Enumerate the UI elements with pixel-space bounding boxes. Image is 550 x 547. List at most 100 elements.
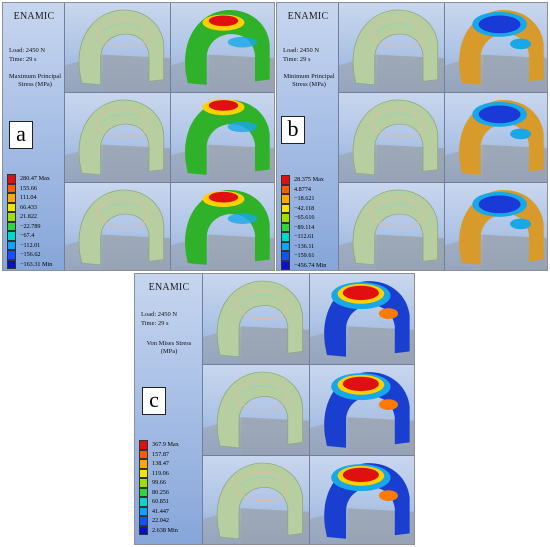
legend-value: 280.47 Max <box>20 175 50 182</box>
legend-value: −456.74 Min <box>294 261 327 269</box>
legend-value: −89.114 <box>294 223 315 231</box>
crown-model-view <box>338 182 445 270</box>
legend-value: −67.4 <box>20 232 35 239</box>
model-views-grid <box>338 3 547 270</box>
legend-swatch <box>7 259 16 269</box>
legend-value: −42.118 <box>294 204 315 212</box>
crown-model-view <box>64 182 171 270</box>
legend-value: 111.04 <box>20 194 37 201</box>
panel-letter-b: b <box>281 116 305 144</box>
legend-swatch <box>7 174 16 184</box>
legend-swatch <box>281 260 290 270</box>
crown-model-view <box>338 92 445 183</box>
legend-swatch <box>7 240 16 250</box>
panel-info: ENAMIC Load: 2450 N Time: 29 s Von Mises… <box>135 274 203 544</box>
model-views-grid <box>64 3 274 270</box>
legend-value: −112.61 <box>294 233 315 240</box>
legend-swatch <box>281 222 290 232</box>
panel-title: ENAMIC <box>13 11 55 22</box>
time-text: Time: 29 s <box>9 56 37 63</box>
legend-swatch <box>139 449 148 459</box>
legend-swatch <box>139 487 148 497</box>
legend-swatch <box>7 221 16 231</box>
legend-swatch <box>139 506 148 516</box>
legend-swatch <box>139 497 148 507</box>
legend-swatch <box>7 183 16 193</box>
stress-contour-view <box>309 274 414 365</box>
legend-swatch <box>281 251 290 261</box>
load-text: Load: 2450 N <box>283 47 320 54</box>
legend-swatch <box>7 193 16 203</box>
panel-letter-a: a <box>9 121 33 149</box>
legend-value: 2.638 Min <box>152 526 178 534</box>
time-text: Time: 29 s <box>141 320 169 327</box>
legend-swatch <box>7 212 16 222</box>
legend-value: 119.06 <box>152 469 169 477</box>
model-views-grid <box>202 274 414 544</box>
legend-swatch <box>7 250 16 260</box>
legend-value: 99.66 <box>152 479 166 486</box>
panel-title: ENAMIC <box>148 282 190 293</box>
stress-contour-view <box>309 364 414 456</box>
legend-value: −65.616 <box>294 214 315 221</box>
legend-swatch <box>281 241 290 251</box>
legend-swatch <box>139 516 148 526</box>
legend-value: 22.042 <box>152 517 170 524</box>
stress-type-label: Minimum Principal Stress (MPa) <box>283 73 335 88</box>
stress-contour-view <box>170 3 274 93</box>
crown-model-view <box>202 455 310 544</box>
legend-swatch <box>139 440 148 450</box>
legend-value: −18.621 <box>294 195 315 202</box>
load-text: Load: 2450 N <box>141 311 178 318</box>
stress-contour-view <box>444 182 547 270</box>
panel-letter-c: c <box>142 387 166 415</box>
crown-model-view <box>64 3 171 93</box>
legend-swatch <box>7 202 16 212</box>
stress-contour-view <box>309 455 414 544</box>
legend-value: 28.375 Max <box>294 176 324 183</box>
legend-value: −136.11 <box>294 242 315 250</box>
legend-value: −156.62 <box>20 251 41 258</box>
legend-swatch <box>281 203 290 213</box>
legend-swatch <box>139 525 148 535</box>
legend-value: 157.87 <box>152 450 170 458</box>
stress-type-label: Maximum Principal Stress (MPa) <box>8 73 62 88</box>
panel-title: ENAMIC <box>287 11 329 22</box>
legend-value: −22.789 <box>20 222 41 230</box>
stress-contour-view <box>170 182 274 270</box>
panel-info: ENAMIC Load: 2450 N Time: 29 s Maximum P… <box>3 3 65 270</box>
legend-swatch <box>139 468 148 478</box>
legend-value: 367.9 Max <box>152 441 179 448</box>
stress-contour-view <box>444 92 547 183</box>
panel-a-maximum-principal-stress: ENAMIC Load: 2450 N Time: 29 s Maximum P… <box>2 2 275 271</box>
legend-value: 155.66 <box>20 184 38 192</box>
legend-swatch <box>281 175 290 185</box>
crown-model-view <box>64 92 171 183</box>
legend-swatch <box>281 194 290 204</box>
crown-model-view <box>202 274 310 365</box>
legend-value: 138.47 <box>152 460 170 467</box>
panel-b-minimum-principal-stress: ENAMIC Load: 2450 N Time: 29 s Minimum P… <box>276 2 548 271</box>
crown-model-view <box>202 364 310 456</box>
legend-value: 66.433 <box>20 203 38 211</box>
legend-value: 41.447 <box>152 507 170 515</box>
legend-value: −163.31 Min <box>20 260 53 268</box>
legend-swatch <box>281 232 290 242</box>
legend-swatch <box>139 459 148 469</box>
time-text: Time: 29 s <box>283 56 311 63</box>
legend-value: −112.01 <box>20 241 41 249</box>
legend-value: −159.61 <box>294 252 315 259</box>
stress-type-label: Von Mises Stress (MPa) <box>146 340 192 355</box>
legend-swatch <box>139 478 148 488</box>
panel-info: ENAMIC Load: 2450 N Time: 29 s Minimum P… <box>277 3 339 270</box>
legend-swatch <box>281 213 290 223</box>
legend-swatch <box>7 231 16 241</box>
legend-swatch <box>281 184 290 194</box>
stress-contour-view <box>170 92 274 183</box>
panel-c-von-mises-stress: ENAMIC Load: 2450 N Time: 29 s Von Mises… <box>134 273 415 545</box>
stress-contour-view <box>444 3 547 93</box>
load-text: Load: 2450 N <box>9 47 46 54</box>
legend-value: 4.8774 <box>294 185 312 193</box>
legend-value: 80.256 <box>152 488 170 496</box>
legend-value: 21.822 <box>20 213 38 220</box>
